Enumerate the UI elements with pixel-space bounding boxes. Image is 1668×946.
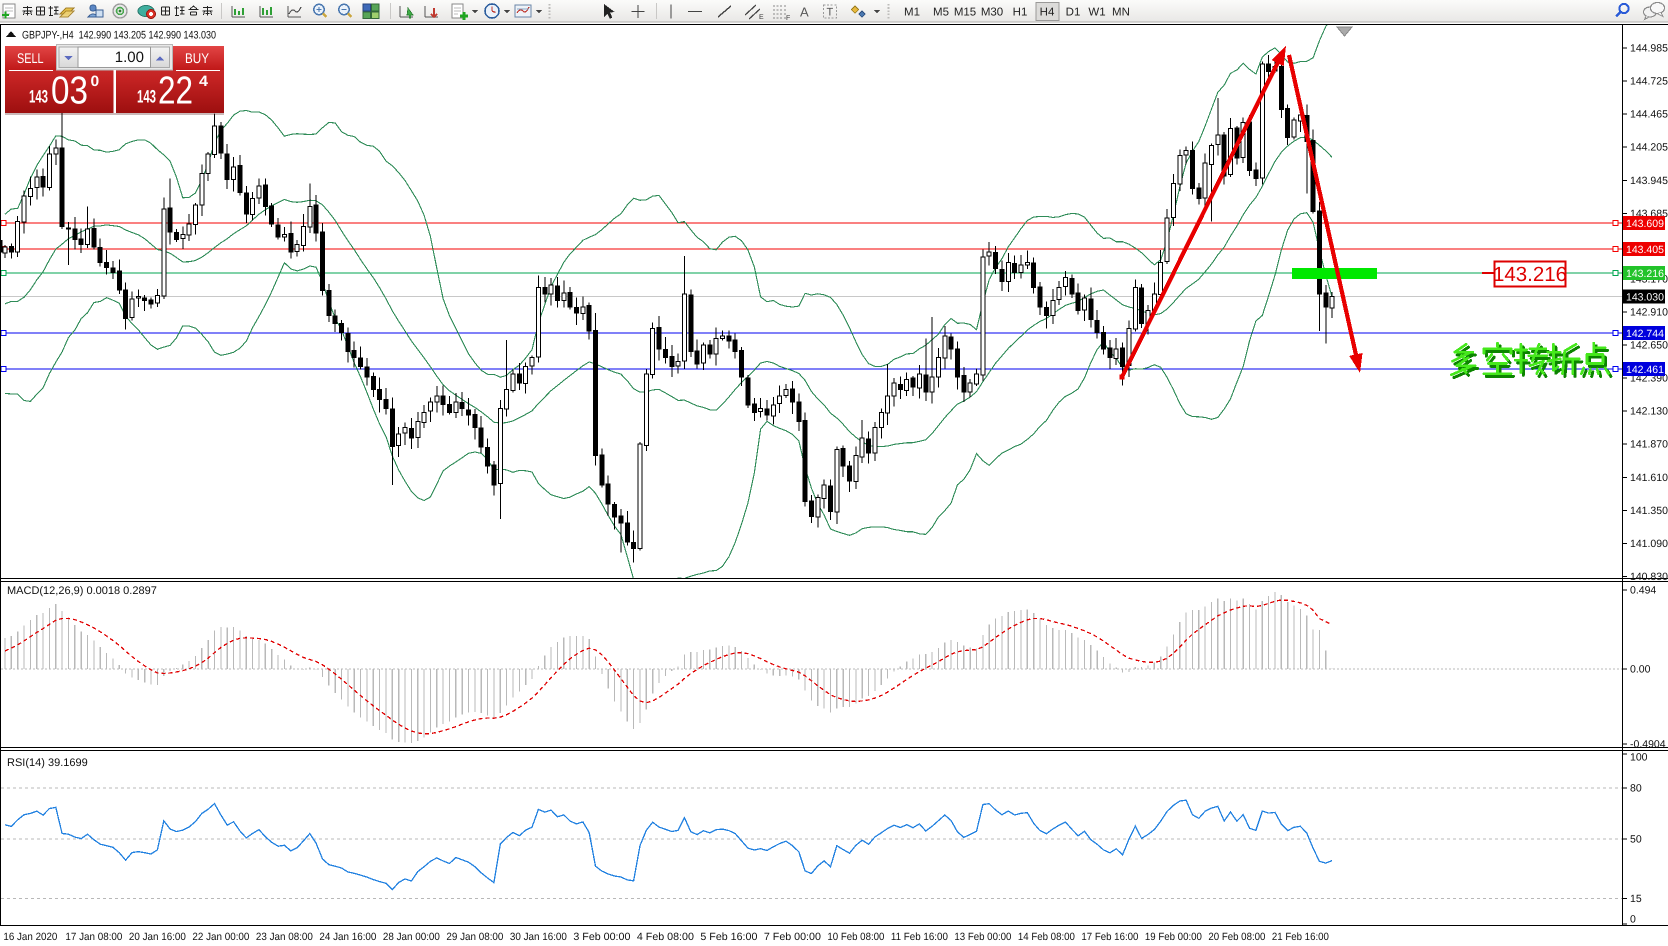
svg-text:F: F — [786, 15, 790, 22]
svg-text:19 Feb 00:00: 19 Feb 00:00 — [1145, 931, 1202, 943]
svg-text:RSI(14) 39.1699: RSI(14) 39.1699 — [7, 757, 88, 769]
svg-text:0.494: 0.494 — [1630, 585, 1656, 597]
svg-text:24 Jan 16:00: 24 Jan 16:00 — [319, 931, 376, 943]
svg-text:03: 03 — [51, 70, 88, 113]
svg-text:22: 22 — [158, 70, 193, 113]
svg-text:20 Feb 08:00: 20 Feb 08:00 — [1208, 931, 1265, 943]
svg-text:143: 143 — [137, 87, 156, 107]
svg-text:142.130: 142.130 — [1630, 406, 1668, 418]
svg-text:E: E — [759, 14, 764, 21]
svg-text:1.00: 1.00 — [115, 49, 144, 66]
svg-text:140.830: 140.830 — [1630, 571, 1668, 583]
svg-text:M15: M15 — [954, 7, 976, 19]
svg-text:17 Feb 16:00: 17 Feb 16:00 — [1081, 931, 1138, 943]
svg-text:H1: H1 — [1013, 7, 1028, 19]
svg-text:M30: M30 — [981, 7, 1003, 19]
svg-text:MN: MN — [1112, 7, 1130, 19]
svg-text:5 Feb 16:00: 5 Feb 16:00 — [700, 931, 757, 943]
svg-text:0.00: 0.00 — [1630, 664, 1651, 676]
svg-text:142.650: 142.650 — [1630, 340, 1668, 352]
svg-text:T: T — [827, 7, 834, 19]
svg-text:142.910: 142.910 — [1630, 306, 1668, 318]
svg-text:143.216: 143.216 — [1493, 263, 1567, 286]
svg-text:D1: D1 — [1066, 7, 1081, 19]
svg-text:3 Feb 00:00: 3 Feb 00:00 — [573, 931, 630, 943]
svg-text:GBPJPY-,H4 142.990 143.205 14: GBPJPY-,H4 142.990 143.205 142.990 143.0… — [22, 30, 216, 42]
svg-text:143.405: 143.405 — [1626, 244, 1664, 256]
svg-text:-0.4904: -0.4904 — [1630, 739, 1666, 751]
svg-text:SELL: SELL — [17, 50, 44, 66]
svg-text:143.216: 143.216 — [1626, 268, 1664, 280]
svg-text:0: 0 — [91, 73, 100, 90]
svg-text:7 Feb 00:00: 7 Feb 00:00 — [764, 931, 821, 943]
svg-text:50: 50 — [1630, 834, 1642, 846]
svg-text:144.725: 144.725 — [1630, 76, 1668, 88]
svg-text:23 Jan 08:00: 23 Jan 08:00 — [256, 931, 313, 943]
svg-text:141.610: 141.610 — [1630, 472, 1668, 484]
svg-text:M5: M5 — [933, 7, 949, 19]
svg-text:10 Feb 08:00: 10 Feb 08:00 — [827, 931, 884, 943]
svg-text:W1: W1 — [1088, 7, 1105, 19]
svg-text:17 Jan 08:00: 17 Jan 08:00 — [65, 931, 122, 943]
svg-text:29 Jan 08:00: 29 Jan 08:00 — [446, 931, 503, 943]
svg-text:30 Jan 16:00: 30 Jan 16:00 — [510, 931, 567, 943]
svg-text:11 Feb 16:00: 11 Feb 16:00 — [891, 931, 948, 943]
svg-text:141.090: 141.090 — [1630, 538, 1668, 550]
svg-text:144.205: 144.205 — [1630, 142, 1668, 154]
svg-text:4 Feb 08:00: 4 Feb 08:00 — [637, 931, 694, 943]
svg-text:15: 15 — [1630, 893, 1642, 905]
svg-text:0: 0 — [1630, 914, 1636, 926]
svg-text:142.461: 142.461 — [1626, 364, 1664, 376]
svg-text:28 Jan 00:00: 28 Jan 00:00 — [383, 931, 440, 943]
svg-text:BUY: BUY — [185, 50, 210, 66]
svg-text:143.030: 143.030 — [1626, 292, 1664, 304]
svg-text:13 Feb 00:00: 13 Feb 00:00 — [954, 931, 1011, 943]
svg-text:141.870: 141.870 — [1630, 439, 1668, 451]
svg-text:80: 80 — [1630, 783, 1642, 795]
svg-text:H4: H4 — [1040, 7, 1055, 19]
svg-text:141.350: 141.350 — [1630, 505, 1668, 517]
svg-text:4: 4 — [199, 73, 209, 90]
svg-text:142.744: 142.744 — [1626, 328, 1664, 340]
svg-text:MACD(12,26,9) 0.0018 0.2897: MACD(12,26,9) 0.0018 0.2897 — [7, 585, 157, 597]
svg-text:144.465: 144.465 — [1630, 109, 1668, 121]
svg-text:100: 100 — [1630, 752, 1648, 764]
svg-text:144.985: 144.985 — [1630, 43, 1668, 55]
svg-text:21 Feb 16:00: 21 Feb 16:00 — [1272, 931, 1329, 943]
svg-text:20 Jan 16:00: 20 Jan 16:00 — [129, 931, 186, 943]
svg-text:22 Jan 00:00: 22 Jan 00:00 — [192, 931, 249, 943]
svg-text:143: 143 — [29, 87, 48, 107]
svg-text:A: A — [800, 5, 809, 20]
svg-text:M1: M1 — [904, 7, 920, 19]
svg-text:14 Feb 08:00: 14 Feb 08:00 — [1018, 931, 1075, 943]
svg-text:143.945: 143.945 — [1630, 175, 1668, 187]
svg-text:16 Jan 2020: 16 Jan 2020 — [3, 931, 57, 943]
svg-text:143.609: 143.609 — [1626, 218, 1664, 230]
